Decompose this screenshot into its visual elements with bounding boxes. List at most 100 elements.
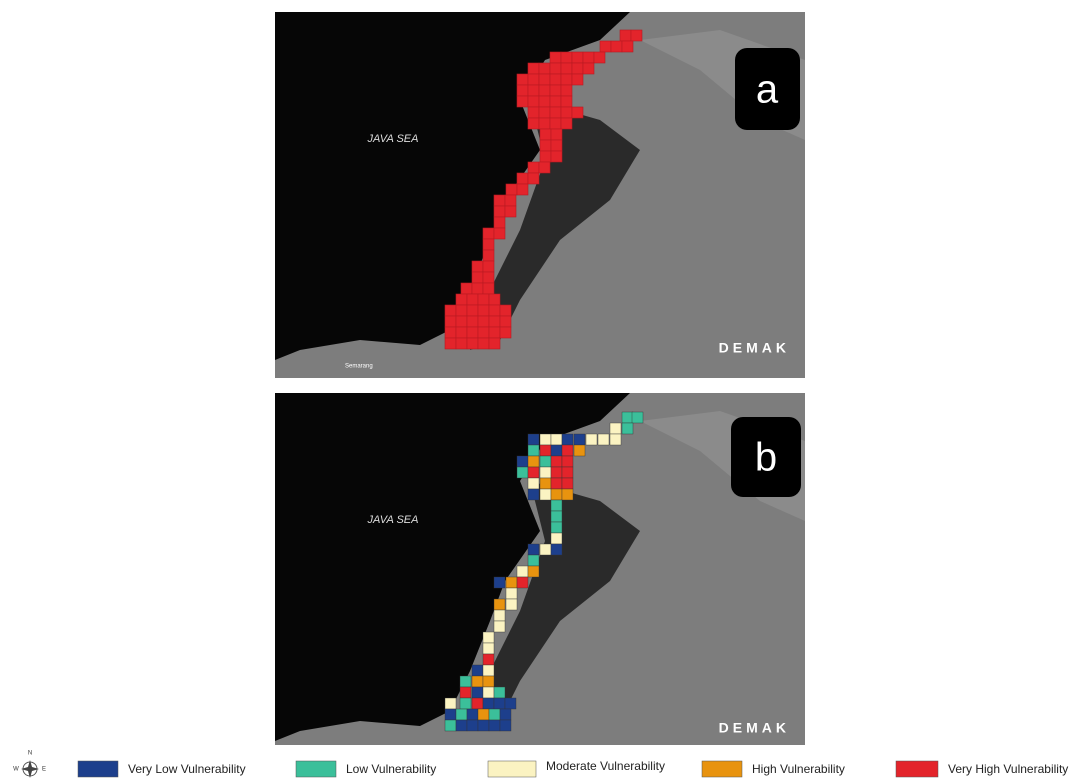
cell (528, 63, 539, 74)
cell (562, 434, 573, 445)
cell (562, 467, 573, 478)
cell (572, 52, 583, 63)
cell (572, 107, 583, 118)
cell (528, 478, 539, 489)
cell (539, 118, 550, 129)
cell (456, 316, 467, 327)
cell (540, 434, 551, 445)
figure: a b JAVA SEA JAVA SEA DEMAK DEMAK Semara… (0, 0, 1086, 780)
cell (539, 85, 550, 96)
cell (472, 261, 483, 272)
cell (483, 239, 494, 250)
cell (445, 338, 456, 349)
city-label: Semarang (345, 364, 373, 370)
cell (550, 63, 561, 74)
cell (483, 687, 494, 698)
cell (540, 151, 551, 162)
cell (540, 445, 551, 456)
cell (483, 228, 494, 239)
cell (483, 676, 494, 687)
cell (574, 434, 585, 445)
cell (483, 261, 494, 272)
cell (551, 544, 562, 555)
legend-swatch (702, 761, 742, 777)
compass-w: W (13, 767, 19, 773)
cell (586, 434, 597, 445)
cell (483, 283, 494, 294)
cell (550, 96, 561, 107)
cell (506, 588, 517, 599)
cell (540, 140, 551, 151)
cell (460, 698, 471, 709)
cell (445, 305, 456, 316)
cell (551, 434, 562, 445)
cell (528, 74, 539, 85)
sea-label: JAVA SEA (367, 514, 419, 526)
cell (528, 434, 539, 445)
panel-label: a (756, 68, 779, 112)
cell (550, 52, 561, 63)
town-label: DEMAK (719, 720, 790, 736)
cell (598, 434, 609, 445)
cell (500, 709, 511, 720)
legend-label: Moderate Vulnerability (546, 759, 665, 773)
cell (489, 305, 500, 316)
compass-e: E (42, 767, 46, 773)
cell (562, 456, 573, 467)
cell (528, 456, 539, 467)
cell (539, 107, 550, 118)
cell (494, 687, 505, 698)
cell (460, 676, 471, 687)
cell (540, 467, 551, 478)
cell (551, 129, 562, 140)
sea-label: JAVA SEA (367, 133, 419, 145)
cell (561, 118, 572, 129)
cell (551, 445, 562, 456)
cell (472, 687, 483, 698)
compass: N W E (13, 751, 46, 778)
cell (572, 74, 583, 85)
legend-swatch (896, 761, 938, 777)
cell (460, 687, 471, 698)
legend-swatch (296, 761, 336, 777)
cell (500, 327, 511, 338)
cell (620, 30, 631, 41)
cell (494, 577, 505, 588)
cell (456, 327, 467, 338)
cell (517, 184, 528, 195)
cell (583, 52, 594, 63)
cell (561, 63, 572, 74)
legend-label: Very High Vulnerability (948, 762, 1068, 776)
cell (445, 720, 456, 731)
cell (517, 74, 528, 85)
cell (583, 63, 594, 74)
cell (528, 107, 539, 118)
cell (551, 151, 562, 162)
cell (461, 283, 472, 294)
cell (494, 610, 505, 621)
cell (456, 294, 467, 305)
cell (632, 412, 643, 423)
cell (517, 85, 528, 96)
cell (517, 96, 528, 107)
cell (561, 74, 572, 85)
cell (472, 665, 483, 676)
cell (467, 294, 478, 305)
cell (572, 63, 583, 74)
cell (506, 599, 517, 610)
cell (517, 467, 528, 478)
cell (467, 338, 478, 349)
town-label: DEMAK (719, 340, 790, 356)
cell (456, 305, 467, 316)
cell (500, 720, 511, 731)
cell (562, 445, 573, 456)
cell (483, 250, 494, 261)
cell (622, 412, 633, 423)
legend-swatch (78, 761, 118, 777)
cell (551, 140, 562, 151)
cell (562, 489, 573, 500)
cell (528, 445, 539, 456)
cell (467, 709, 478, 720)
cell (472, 272, 483, 283)
